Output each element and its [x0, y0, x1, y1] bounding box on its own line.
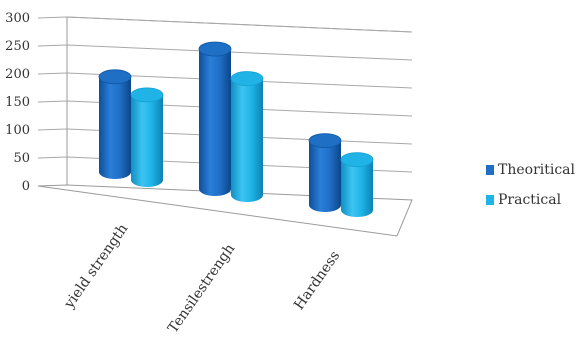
x-tick-label: yield strength: [61, 221, 131, 312]
bars: [98, 41, 374, 217]
y-tick-label: 300: [5, 11, 30, 26]
y-tick-label: 150: [5, 95, 30, 110]
bar-practical-2: [340, 152, 374, 217]
y-tick-label: 250: [5, 39, 30, 54]
bar-theoritical-1: [198, 41, 232, 196]
bar-body: [199, 49, 231, 196]
bar-theoritical-0: [98, 69, 132, 179]
legend-swatch: [486, 165, 494, 175]
x-tick-label: Hardness: [291, 248, 343, 313]
legend: Theoritical Practical: [486, 162, 576, 208]
y-tick-label: 0: [22, 179, 30, 194]
gridline: [37, 72, 413, 89]
gridline: [37, 128, 413, 145]
bar-body: [131, 94, 163, 187]
x-tick-label: Tensilestrengh: [165, 241, 238, 336]
legend-label: Practical: [498, 192, 562, 208]
gridline: [37, 16, 413, 33]
bar-body: [231, 78, 263, 202]
gridline: [37, 156, 413, 173]
bar-top: [230, 71, 264, 86]
gridline: [37, 100, 413, 117]
y-tick-label: 200: [5, 67, 30, 82]
legend-label: Theoritical: [498, 162, 576, 178]
bar-body: [341, 159, 373, 217]
x-axis-ticks: yield strength Tensilestrengh Hardness: [61, 221, 343, 336]
floor: [37, 184, 413, 237]
legend-item: Practical: [486, 192, 562, 208]
bar-practical-1: [230, 71, 264, 202]
legend-item: Theoritical: [486, 162, 576, 178]
bar-top: [130, 87, 164, 103]
bar-theoritical-2: [308, 133, 342, 212]
bar-top: [308, 133, 342, 149]
bar-body: [309, 140, 341, 212]
legend-swatch: [486, 195, 494, 205]
bar-top: [98, 69, 132, 85]
bar-top: [340, 152, 374, 168]
y-axis-ticks: 0 50 100 150 200 250 300: [5, 11, 30, 194]
y-tick-label: 50: [13, 151, 30, 166]
y-tick-label: 100: [5, 123, 30, 138]
bar-practical-0: [130, 87, 164, 187]
gridlines: [37, 16, 413, 173]
bar-top: [198, 41, 232, 57]
gridline: [37, 44, 413, 61]
bar-body: [99, 76, 131, 179]
